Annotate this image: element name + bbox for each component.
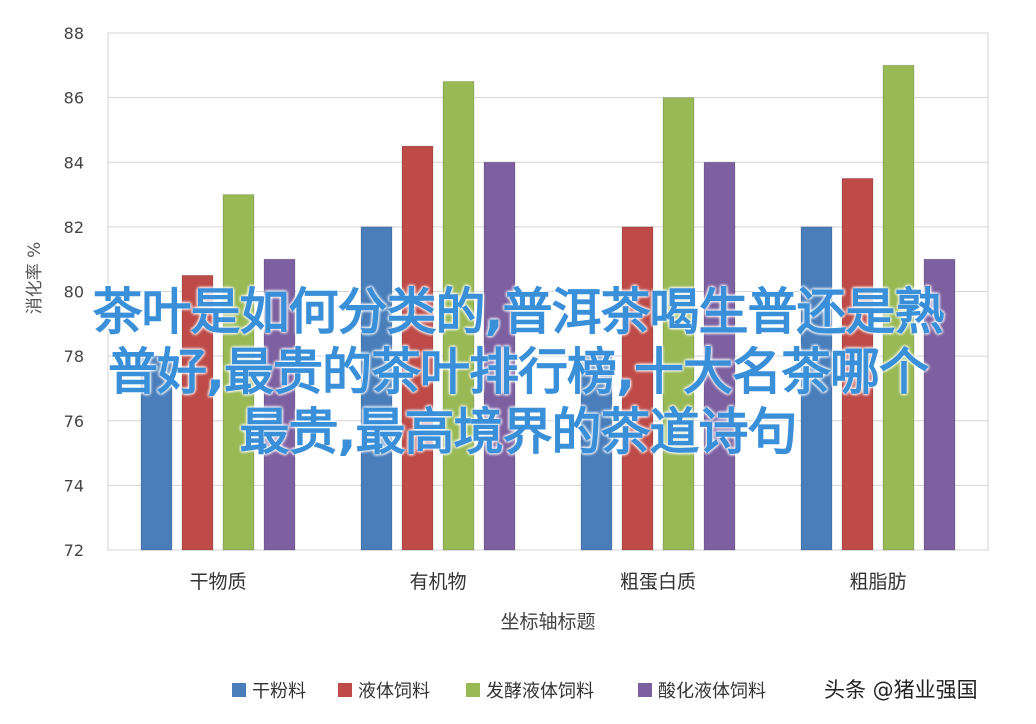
y-tick-label: 72 [64,541,84,560]
legend-label: 干粉料 [252,681,306,702]
x-tick-label: 粗蛋白质 [620,571,696,593]
legend-swatch [232,683,246,697]
legend-swatch [638,683,652,697]
bar [662,97,695,551]
y-tick-label: 76 [64,412,84,431]
overlay-title-line: 最贵,最高境界的茶道诗句 [239,403,798,461]
bar [442,80,475,551]
bar [360,226,393,551]
y-tick-label: 84 [64,153,84,172]
bar [703,161,736,551]
y-tick-label: 78 [64,347,84,366]
watermark: 头条 @猪业强国 [824,672,978,706]
x-axis-title: 坐标轴标题 [500,611,595,633]
bar [263,258,296,551]
bar [621,226,654,551]
bar [841,177,874,551]
x-tick-label: 粗脂肪 [849,571,906,593]
bar [882,64,915,551]
y-tick-label: 82 [64,218,84,237]
legend-swatch [466,683,480,697]
legend-label: 发酵液体饲料 [486,681,594,702]
overlay-title-line: 茶叶是如何分类的,普洱茶喝生普还是熟 [92,283,945,341]
watermark-text: 头条 @猪业强国 [824,678,978,702]
legend-label: 酸化液体饲料 [658,681,766,702]
x-tick-label: 有机物 [409,571,466,593]
y-tick-label: 86 [64,89,84,108]
y-axis-title: 消化率 % [25,242,45,315]
bar [483,161,516,551]
legend-swatch [338,683,352,697]
x-tick-label: 干物质 [189,571,246,593]
bar [580,355,613,551]
bar [923,258,956,551]
legend-label: 液体饲料 [358,681,430,702]
bar [222,194,255,551]
bar [181,274,214,551]
y-tick-label: 88 [64,24,84,43]
bar [800,226,833,551]
bar [140,355,173,551]
overlay-title: 茶叶是如何分类的,普洱茶喝生普还是熟 普好,最贵的茶叶排行榜,十大名茶哪个 最贵… [0,282,1036,462]
bar [401,145,434,551]
overlay-title-line: 普好,最贵的茶叶排行榜,十大名茶哪个 [108,343,929,401]
y-tick-label: 80 [64,283,84,302]
y-tick-label: 74 [64,476,84,495]
